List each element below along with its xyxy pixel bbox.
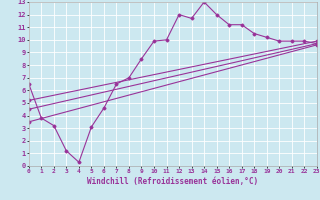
X-axis label: Windchill (Refroidissement éolien,°C): Windchill (Refroidissement éolien,°C): [87, 177, 258, 186]
